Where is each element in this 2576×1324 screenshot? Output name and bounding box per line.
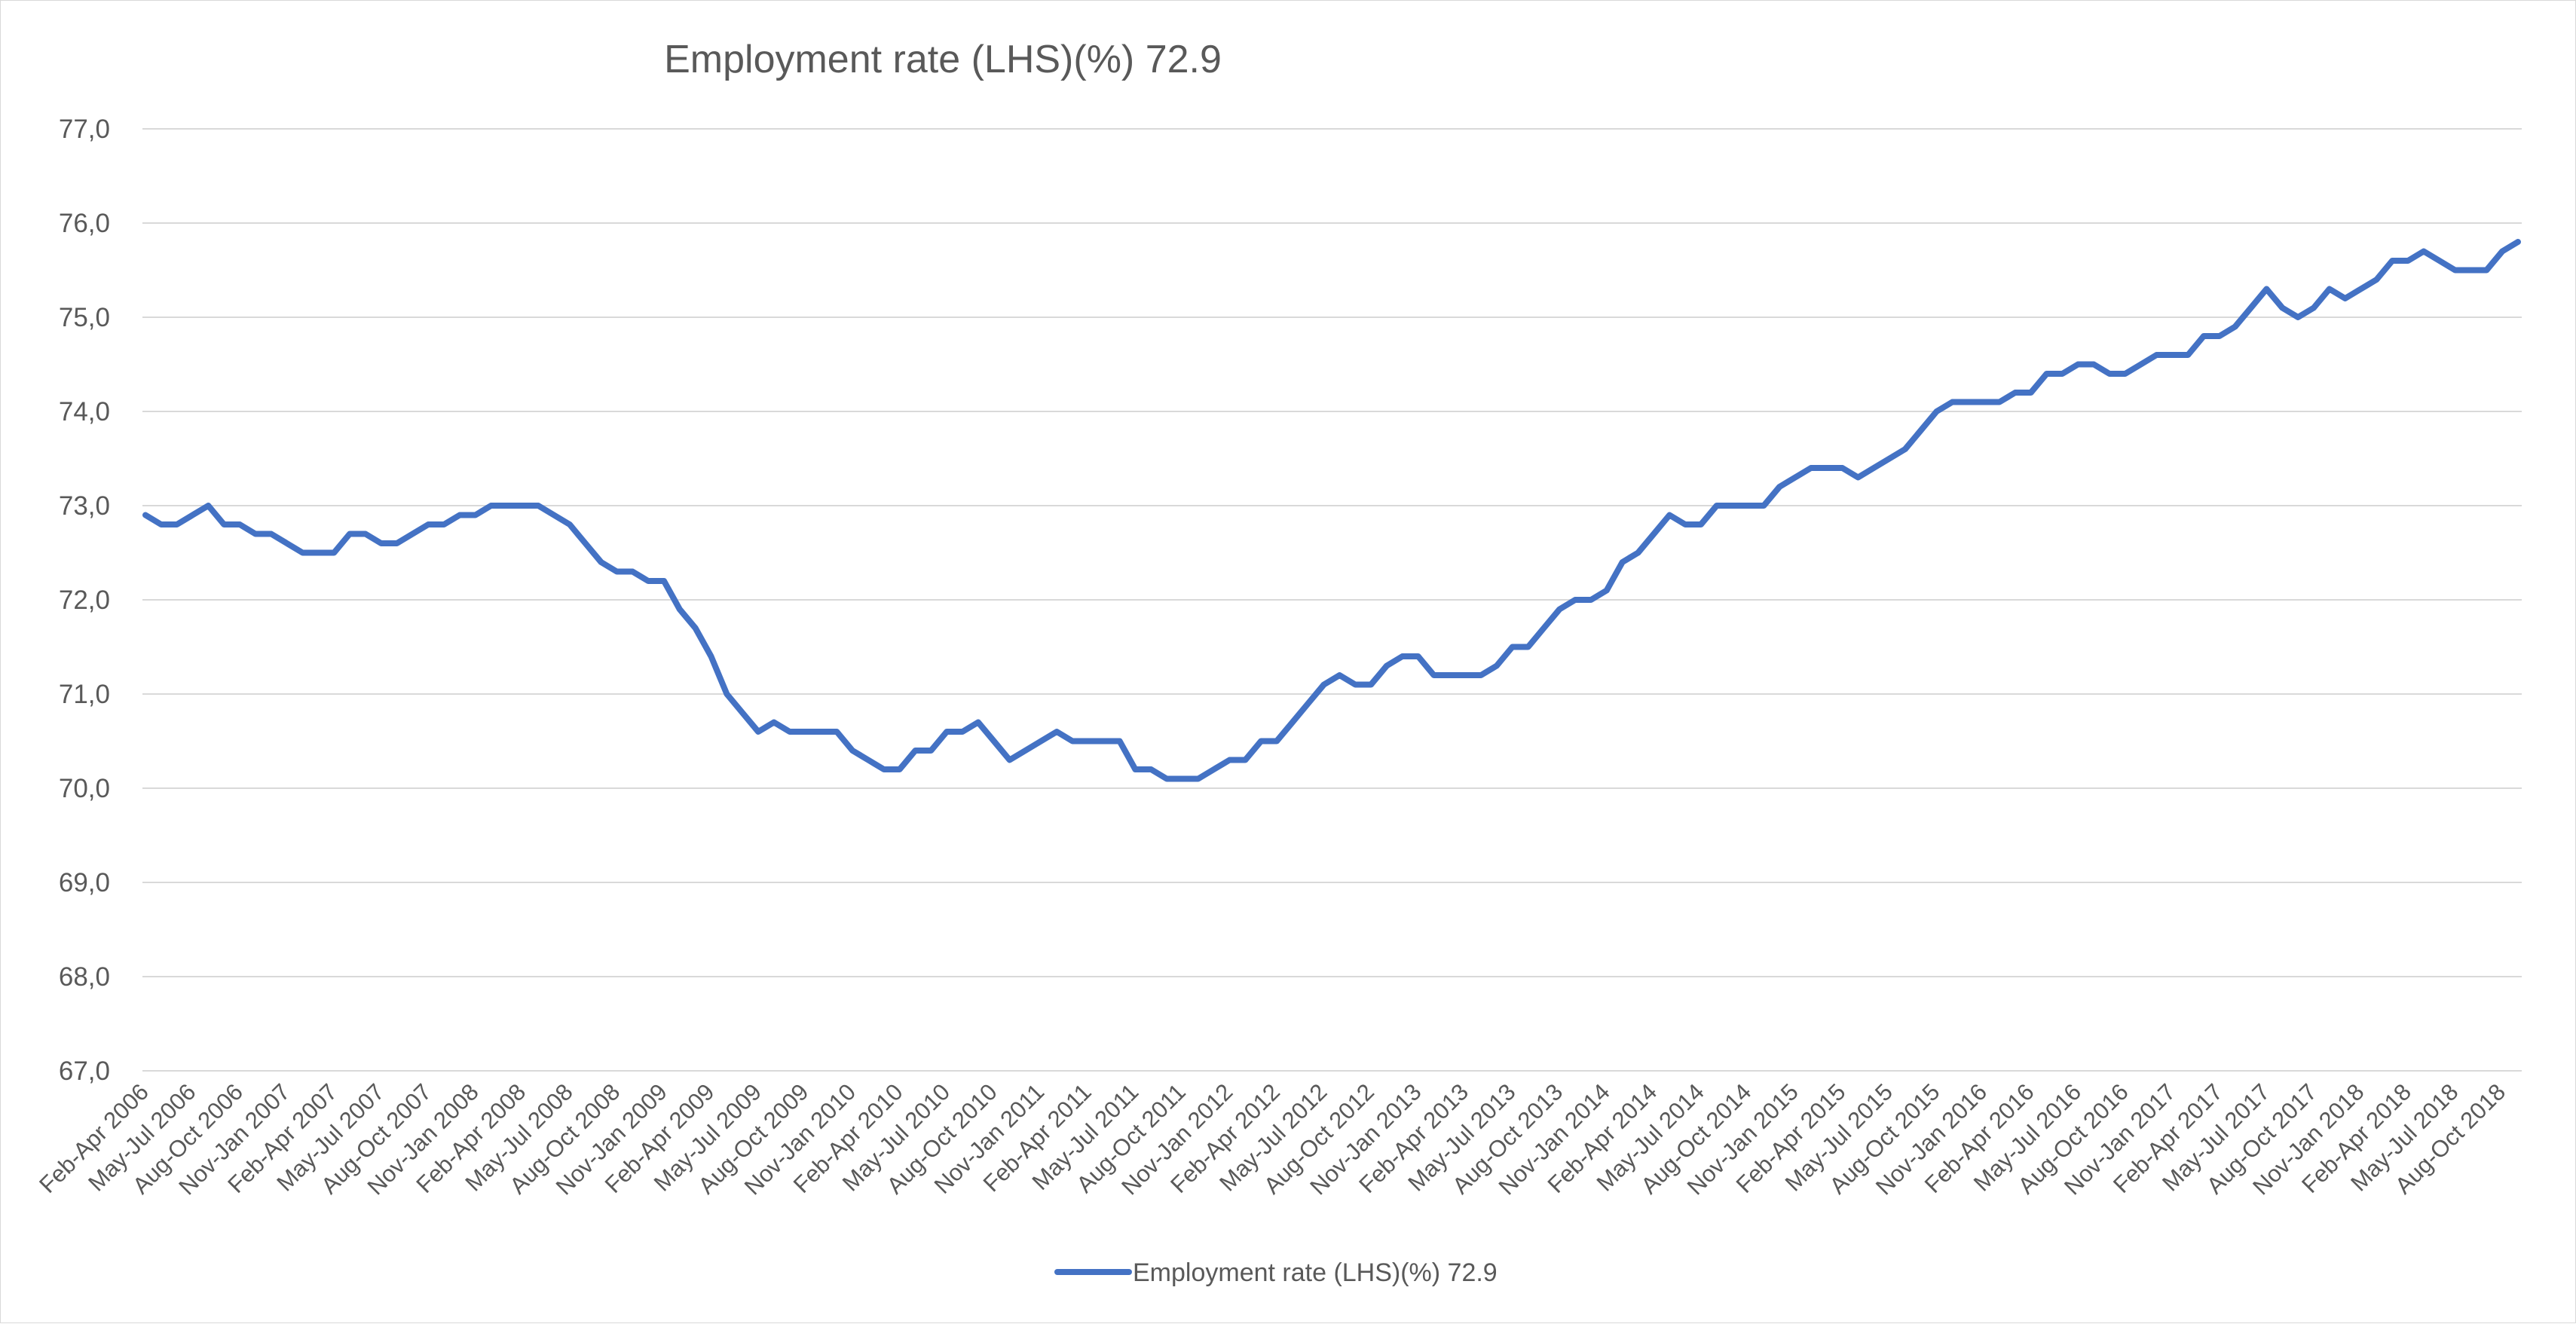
chart-title: Employment rate (LHS)(%) 72.9: [664, 38, 1222, 81]
y-tick-label: 72,0: [59, 586, 110, 615]
y-tick-label: 70,0: [59, 774, 110, 803]
y-tick-label: 76,0: [59, 209, 110, 238]
series-group: [142, 239, 2521, 782]
y-tick-label: 74,0: [59, 397, 110, 427]
y-tick-label: 68,0: [59, 962, 110, 992]
y-tick-label: 77,0: [59, 115, 110, 144]
gridlines: [142, 128, 2522, 1072]
y-tick-label: 67,0: [59, 1056, 110, 1086]
y-tick-label: 75,0: [59, 303, 110, 332]
legend[interactable]: Employment rate (LHS)(%) 72.9: [1054, 1258, 1498, 1287]
y-tick-label: 73,0: [59, 491, 110, 521]
y-axis-ticks: 67,0 68,0 69,0 70,0 71,0 72,0 73,0 74,0 75,0 76,0…: [59, 115, 110, 1086]
y-tick-label: 71,0: [59, 680, 110, 709]
series-line-employment-rate: [142, 239, 2521, 782]
legend-label: Employment rate (LHS)(%) 72.9: [1133, 1258, 1498, 1287]
y-tick-label: 69,0: [59, 868, 110, 897]
